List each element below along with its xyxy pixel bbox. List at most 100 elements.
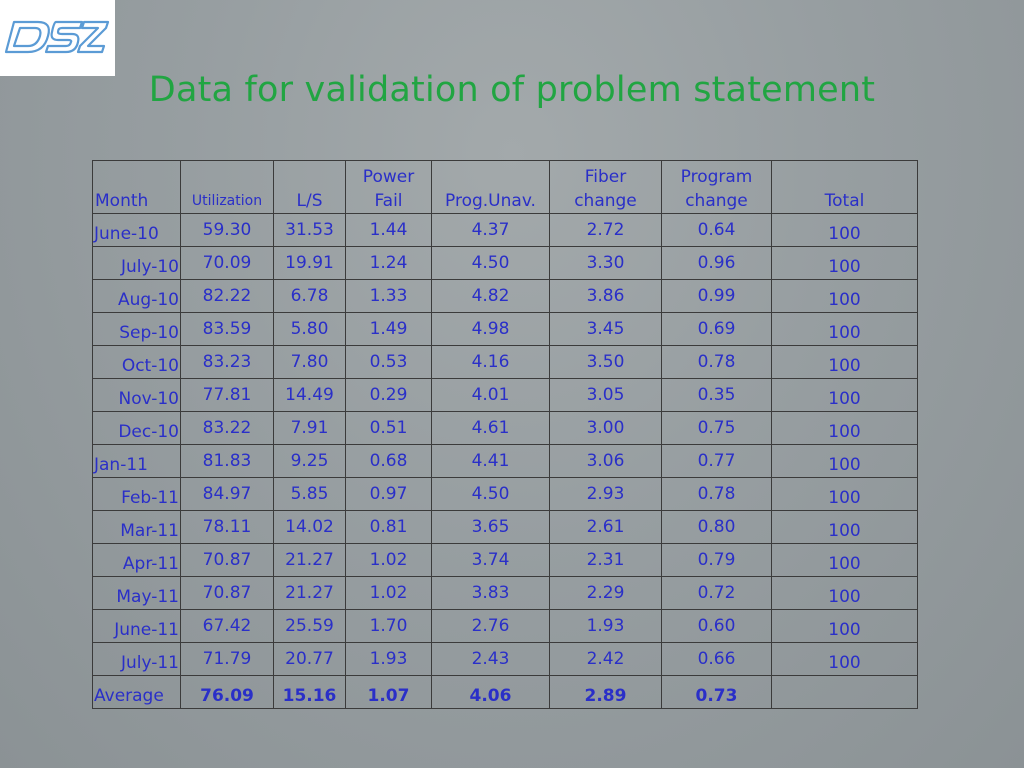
cell-ls: 21.27 [273,543,346,577]
cell-ls: 9.25 [273,444,346,478]
cell-total: 100 [771,609,918,643]
header-program-change-line2: change [685,191,748,211]
cell-prog-unav: 4.37 [431,213,550,247]
cell-total: 100 [771,213,918,247]
header-power-fail: Power Fail [345,160,432,214]
header-ls: L/S [273,160,346,214]
cell-month: Oct-10 [92,345,181,379]
cell-program-change: 0.77 [661,444,772,478]
cell-program-change: 0.96 [661,246,772,280]
cell-utilization: 84.97 [180,477,274,511]
header-program-change-line1: Program [680,167,753,187]
cell-fiber-change: 3.86 [549,279,662,313]
cell-ls: 25.59 [273,609,346,643]
cell-avg-program-change: 0.73 [661,675,772,709]
table-row: Apr-11 70.87 21.27 1.02 3.74 2.31 0.79 1… [92,543,918,577]
cell-prog-unav: 3.65 [431,510,550,544]
header-power-fail-line2: Fail [374,191,403,211]
cell-month: Aug-10 [92,279,181,313]
cell-power-fail: 1.44 [345,213,432,247]
table-row: July-10 70.09 19.91 1.24 4.50 3.30 0.96 … [92,246,918,280]
cell-month: Feb-11 [92,477,181,511]
cell-month: June-11 [92,609,181,643]
cell-fiber-change: 3.50 [549,345,662,379]
cell-prog-unav: 4.61 [431,411,550,445]
table-row: Jan-11 81.83 9.25 0.68 4.41 3.06 0.77 10… [92,444,918,478]
cell-month: Jan-11 [92,444,181,478]
cell-prog-unav: 4.01 [431,378,550,412]
table-row: July-11 71.79 20.77 1.93 2.43 2.42 0.66 … [92,642,918,676]
cell-program-change: 0.80 [661,510,772,544]
cell-prog-unav: 3.83 [431,576,550,610]
cell-avg-fiber-change: 2.89 [549,675,662,709]
cell-month: July-10 [92,246,181,280]
cell-program-change: 0.35 [661,378,772,412]
cell-program-change: 0.64 [661,213,772,247]
cell-prog-unav: 4.50 [431,477,550,511]
cell-program-change: 0.72 [661,576,772,610]
cell-total: 100 [771,477,918,511]
cell-month: June-10 [92,213,181,247]
cell-fiber-change: 2.93 [549,477,662,511]
table-row: Dec-10 83.22 7.91 0.51 4.61 3.00 0.75 10… [92,411,918,445]
table-row: Oct-10 83.23 7.80 0.53 4.16 3.50 0.78 10… [92,345,918,379]
cell-utilization: 59.30 [180,213,274,247]
dsz-logo-icon [4,20,110,54]
cell-utilization: 81.83 [180,444,274,478]
cell-utilization: 78.11 [180,510,274,544]
cell-fiber-change: 2.29 [549,576,662,610]
header-prog-unav: Prog.Unav. [431,160,550,214]
cell-total: 100 [771,279,918,313]
cell-fiber-change: 1.93 [549,609,662,643]
cell-utilization: 82.22 [180,279,274,313]
header-fiber-change: Fiber change [549,160,662,214]
table-row: June-10 59.30 31.53 1.44 4.37 2.72 0.64 … [92,213,918,247]
cell-ls: 21.27 [273,576,346,610]
cell-program-change: 0.69 [661,312,772,346]
cell-total: 100 [771,510,918,544]
cell-utilization: 70.87 [180,576,274,610]
cell-ls: 5.80 [273,312,346,346]
header-month: Month [92,160,181,214]
cell-total: 100 [771,378,918,412]
cell-average-label: Average [92,675,181,709]
cell-avg-utilization: 76.09 [180,675,274,709]
cell-power-fail: 1.33 [345,279,432,313]
cell-month: Sep-10 [92,312,181,346]
cell-program-change: 0.60 [661,609,772,643]
data-table: Month Utilization L/S Power Fail Prog.Una… [92,160,918,709]
cell-total: 100 [771,345,918,379]
cell-total: 100 [771,642,918,676]
cell-prog-unav: 2.43 [431,642,550,676]
cell-utilization: 67.42 [180,609,274,643]
cell-prog-unav: 4.16 [431,345,550,379]
table-row: Sep-10 83.59 5.80 1.49 4.98 3.45 0.69 10… [92,312,918,346]
cell-ls: 20.77 [273,642,346,676]
cell-ls: 31.53 [273,213,346,247]
cell-utilization: 70.87 [180,543,274,577]
cell-power-fail: 1.02 [345,576,432,610]
cell-month: Apr-11 [92,543,181,577]
cell-total: 100 [771,312,918,346]
cell-power-fail: 1.70 [345,609,432,643]
cell-ls: 7.80 [273,345,346,379]
cell-power-fail: 1.49 [345,312,432,346]
table-row: Mar-11 78.11 14.02 0.81 3.65 2.61 0.80 1… [92,510,918,544]
cell-prog-unav: 3.74 [431,543,550,577]
header-utilization: Utilization [180,160,274,214]
cell-power-fail: 0.29 [345,378,432,412]
cell-total: 100 [771,576,918,610]
cell-power-fail: 0.53 [345,345,432,379]
cell-total: 100 [771,543,918,577]
cell-prog-unav: 4.98 [431,312,550,346]
cell-program-change: 0.99 [661,279,772,313]
cell-power-fail: 0.51 [345,411,432,445]
cell-utilization: 70.09 [180,246,274,280]
cell-prog-unav: 4.41 [431,444,550,478]
cell-ls: 7.91 [273,411,346,445]
cell-utilization: 83.59 [180,312,274,346]
cell-month: Dec-10 [92,411,181,445]
table-row: May-11 70.87 21.27 1.02 3.83 2.29 0.72 1… [92,576,918,610]
cell-prog-unav: 4.50 [431,246,550,280]
cell-ls: 6.78 [273,279,346,313]
